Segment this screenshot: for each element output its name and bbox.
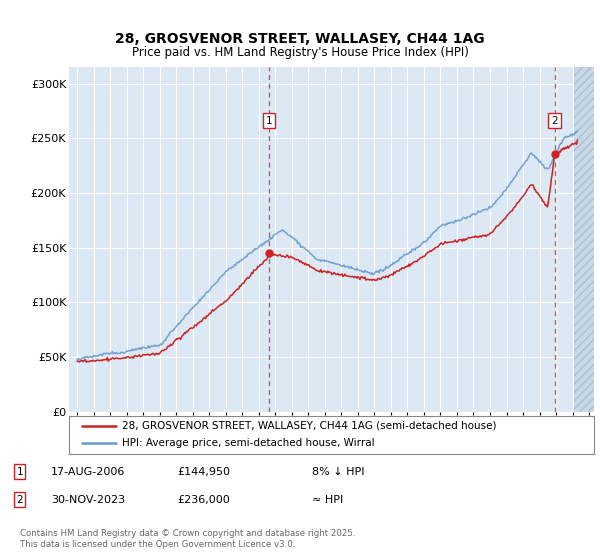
Text: £144,950: £144,950 — [177, 466, 230, 477]
Text: 2: 2 — [16, 494, 23, 505]
Text: Contains HM Land Registry data © Crown copyright and database right 2025.
This d: Contains HM Land Registry data © Crown c… — [20, 529, 355, 549]
Text: 8% ↓ HPI: 8% ↓ HPI — [312, 466, 365, 477]
Text: 30-NOV-2023: 30-NOV-2023 — [51, 494, 125, 505]
Text: 28, GROSVENOR STREET, WALLASEY, CH44 1AG: 28, GROSVENOR STREET, WALLASEY, CH44 1AG — [115, 32, 485, 46]
Text: HPI: Average price, semi-detached house, Wirral: HPI: Average price, semi-detached house,… — [121, 438, 374, 449]
Bar — [574, 67, 594, 412]
Text: 1: 1 — [266, 115, 272, 125]
Text: 2: 2 — [551, 115, 558, 125]
Text: 1: 1 — [16, 466, 23, 477]
Text: £236,000: £236,000 — [177, 494, 230, 505]
Text: 17-AUG-2006: 17-AUG-2006 — [51, 466, 125, 477]
Text: ≈ HPI: ≈ HPI — [312, 494, 343, 505]
Text: 28, GROSVENOR STREET, WALLASEY, CH44 1AG (semi-detached house): 28, GROSVENOR STREET, WALLASEY, CH44 1AG… — [121, 421, 496, 431]
Text: Price paid vs. HM Land Registry's House Price Index (HPI): Price paid vs. HM Land Registry's House … — [131, 46, 469, 59]
